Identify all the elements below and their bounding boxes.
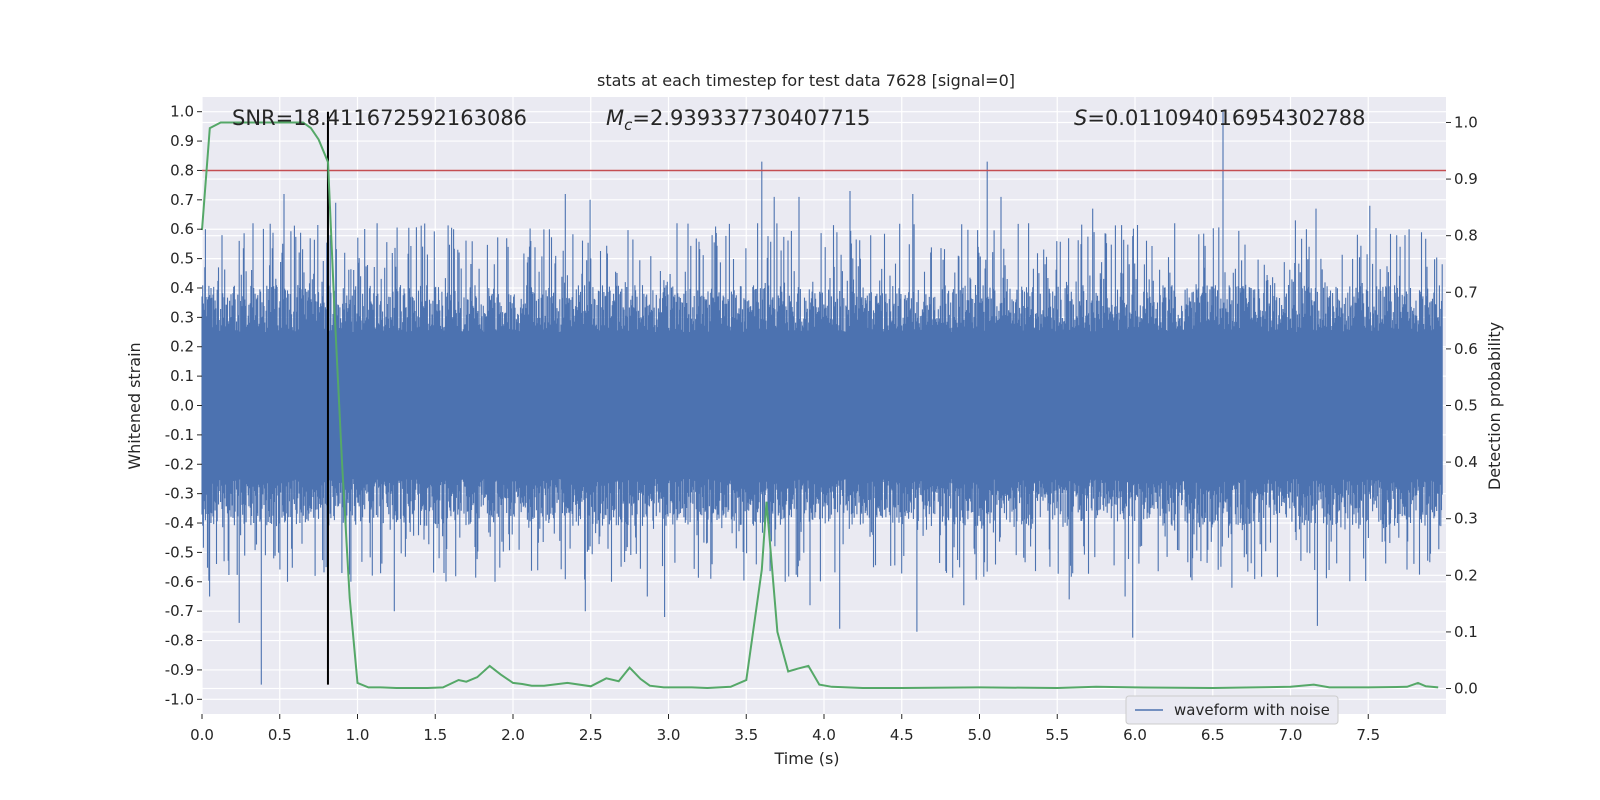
axis-ticks: 0.0 0.5 1.0 1.5 2.0 2.5 3.0 3.5 4.0 4.5 5.0 5.5 6.0 6… bbox=[165, 103, 1478, 744]
y-tick-label-left: -0.9 bbox=[165, 661, 194, 679]
x-tick-label: 0.5 bbox=[268, 726, 292, 744]
y-tick-label-left: 0.0 bbox=[170, 397, 194, 415]
chirp-mass-annotation: Mc=2.939337730407715 bbox=[606, 106, 870, 134]
x-tick-label: 1.0 bbox=[346, 726, 370, 744]
detection-probability-line bbox=[201, 121, 1439, 690]
x-tick-label: 5.0 bbox=[968, 726, 992, 744]
y-tick-label-left: 0.1 bbox=[170, 367, 194, 385]
y-tick-label-left: -0.2 bbox=[165, 455, 194, 473]
y-axis-label-right: Detection probability bbox=[1485, 322, 1504, 490]
y-axis-label-left: Whitened strain bbox=[125, 342, 144, 469]
x-tick-label: 7.5 bbox=[1356, 726, 1380, 744]
y-tick-label-left: -0.8 bbox=[165, 632, 194, 650]
legend-label: waveform with noise bbox=[1174, 701, 1330, 719]
x-tick-label: 4.5 bbox=[890, 726, 914, 744]
legend-box bbox=[1125, 695, 1339, 725]
overlay-lines bbox=[201, 111, 1446, 690]
y-tick-label-right: 0.3 bbox=[1454, 510, 1478, 528]
y-tick-label-right: 0.6 bbox=[1454, 340, 1478, 358]
x-tick-label: 2.5 bbox=[579, 726, 603, 744]
y-tick-label-left: 0.3 bbox=[170, 308, 194, 326]
y-tick-label-left: -1.0 bbox=[165, 690, 194, 708]
y-tick-label-right: 0.5 bbox=[1454, 397, 1478, 415]
y-tick-label-right: 0.2 bbox=[1454, 566, 1478, 584]
s-annotation: S=0.011094016954302788 bbox=[1074, 106, 1365, 130]
y-tick-label-left: -0.6 bbox=[165, 573, 194, 591]
y-tick-label-left: -0.3 bbox=[165, 485, 194, 503]
x-tick-label: 2.0 bbox=[501, 726, 525, 744]
y-tick-label-left: 0.6 bbox=[170, 220, 194, 238]
x-tick-label: 7.0 bbox=[1279, 726, 1303, 744]
y-tick-label-left: 0.9 bbox=[170, 132, 194, 150]
legend: waveform with noise bbox=[1125, 695, 1339, 725]
y-tick-label-right: 0.9 bbox=[1454, 170, 1478, 188]
x-tick-label: 5.5 bbox=[1045, 726, 1069, 744]
x-tick-label: 6.5 bbox=[1201, 726, 1225, 744]
y-tick-label-left: 1.0 bbox=[170, 103, 194, 121]
y-tick-label-left: -0.1 bbox=[165, 426, 194, 444]
y-tick-label-left: 0.2 bbox=[170, 338, 194, 356]
x-tick-label: 3.0 bbox=[657, 726, 681, 744]
y-tick-label-left: 0.4 bbox=[170, 279, 194, 297]
y-tick-label-left: 0.8 bbox=[170, 161, 194, 179]
x-tick-label: 0.0 bbox=[190, 726, 214, 744]
s-symbol: S bbox=[1074, 106, 1087, 130]
x-tick-label: 4.0 bbox=[812, 726, 836, 744]
x-tick-label: 3.5 bbox=[734, 726, 758, 744]
y-tick-label-right: 0.4 bbox=[1454, 453, 1478, 471]
y-tick-label-left: -0.5 bbox=[165, 543, 194, 561]
y-tick-label-right: 0.8 bbox=[1454, 227, 1478, 245]
y-tick-label-left: -0.4 bbox=[165, 514, 194, 532]
x-tick-label: 1.5 bbox=[423, 726, 447, 744]
x-axis-label: Time (s) bbox=[773, 749, 839, 768]
y-tick-label-right: 0.1 bbox=[1454, 623, 1478, 641]
s-value: =0.011094016954302788 bbox=[1087, 106, 1365, 130]
y-tick-label-right: 0.0 bbox=[1454, 680, 1478, 698]
x-tick-label: 6.0 bbox=[1123, 726, 1147, 744]
y-tick-label-left: 0.5 bbox=[170, 250, 194, 268]
chirp-mass-value: =2.939337730407715 bbox=[632, 106, 870, 130]
chirp-mass-subscript: c bbox=[624, 116, 633, 134]
y-tick-label-right: 0.7 bbox=[1454, 283, 1478, 301]
y-tick-label-left: -0.7 bbox=[165, 602, 194, 620]
y-tick-label-left: 0.7 bbox=[170, 191, 194, 209]
snr-annotation: SNR=18.411672592163086 bbox=[232, 106, 527, 130]
y-tick-label-right: 1.0 bbox=[1454, 113, 1478, 131]
chart-title: stats at each timestep for test data 762… bbox=[597, 71, 1015, 90]
chirp-mass-symbol: M bbox=[606, 106, 624, 130]
